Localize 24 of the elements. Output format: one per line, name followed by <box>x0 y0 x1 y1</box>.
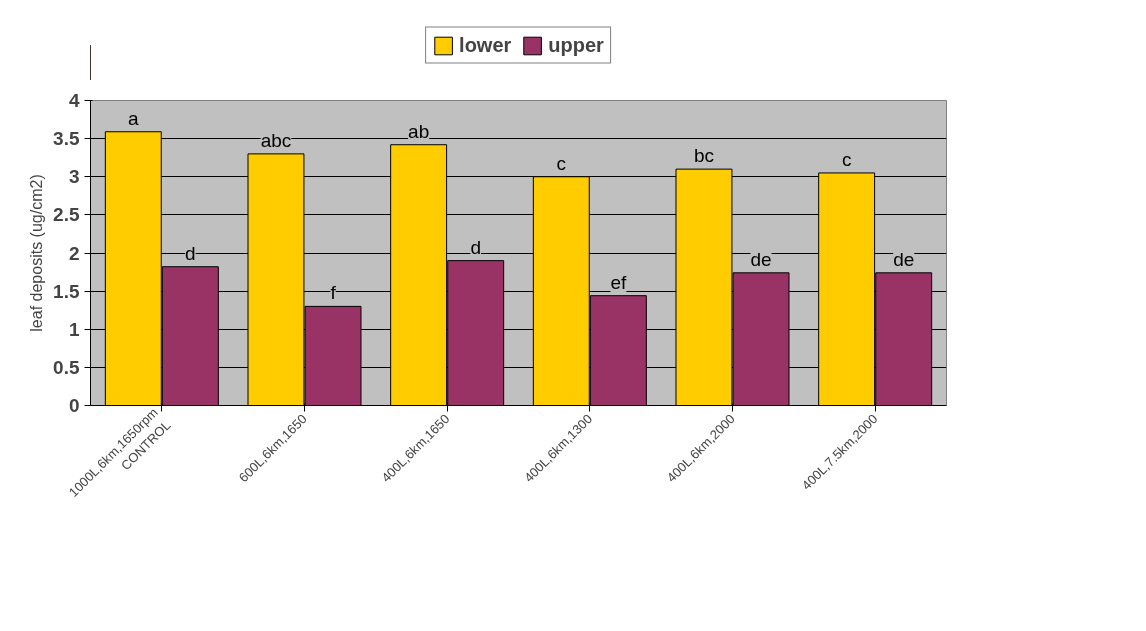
y-tick-label: 3 <box>68 166 80 188</box>
y-tick-label: 4 <box>68 90 80 111</box>
annotation: d <box>185 242 196 264</box>
annotation: ef <box>610 271 628 293</box>
y-tick-label: 2.5 <box>53 204 80 226</box>
legend-label: upper <box>548 33 604 57</box>
y-tick-label: 1.5 <box>53 280 80 302</box>
annotation: c <box>556 152 567 174</box>
y-tick-label: 0.5 <box>53 356 80 378</box>
y-tick-label: 1 <box>68 318 80 340</box>
legend-label: lower <box>459 33 512 57</box>
annotation: bc <box>693 145 715 167</box>
annotation: a <box>128 107 140 129</box>
y-axis-title: leaf deposits (ug/cm2) <box>28 174 46 332</box>
annotation: de <box>893 248 915 270</box>
y-tick-label: 2 <box>68 242 80 264</box>
y-tick-label: 0 <box>68 395 80 416</box>
annotation: ab <box>408 120 430 142</box>
annotation: f <box>330 282 337 304</box>
annotation: de <box>750 248 772 270</box>
annotation: d <box>470 236 481 258</box>
annotation: c <box>841 148 852 170</box>
annotation: abc <box>260 129 292 151</box>
y-tick-label: 3.5 <box>53 128 80 150</box>
